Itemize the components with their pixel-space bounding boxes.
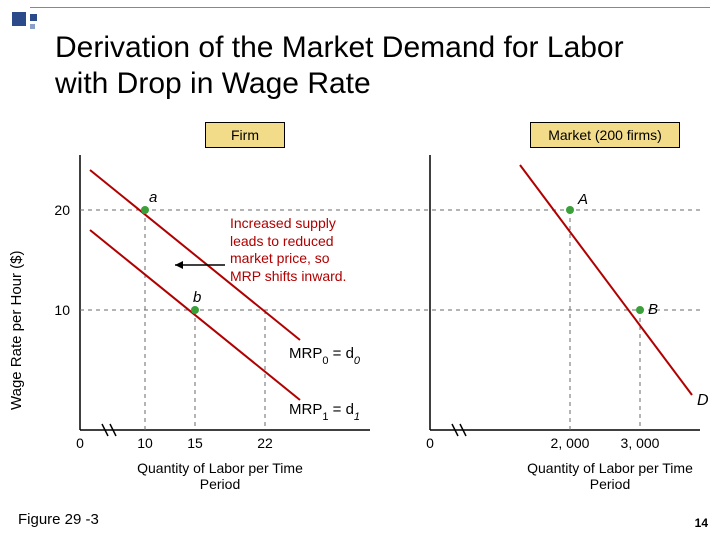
callout-line: market price, so xyxy=(230,250,346,268)
svg-text:MRP1 = d1: MRP1 = d1 xyxy=(289,401,360,423)
callout-line: MRP shifts inward. xyxy=(230,268,346,286)
svg-text:10: 10 xyxy=(54,302,70,318)
svg-text:0: 0 xyxy=(426,435,434,451)
callout-text: Increased supply leads to reduced market… xyxy=(230,215,346,285)
firm-x-caption: Quantity of Labor per Time Period xyxy=(120,460,320,492)
chart-canvas: 20 10 a b 0 10 15 22 MRP0 = d0 MRP1 = d1 Quantity … xyxy=(0,0,720,540)
figure-label: Figure 29 -3 xyxy=(18,511,99,528)
svg-text:10: 10 xyxy=(137,435,153,451)
svg-text:MRP0 = d0: MRP0 = d0 xyxy=(289,345,361,367)
svg-text:b: b xyxy=(193,289,201,306)
market-x-caption: Quantity of Labor per Time Period xyxy=(510,460,710,492)
svg-text:A: A xyxy=(577,191,588,208)
svg-text:3, 000: 3, 000 xyxy=(621,435,660,451)
callout-line: leads to reduced xyxy=(230,233,346,251)
svg-text:2, 000: 2, 000 xyxy=(551,435,590,451)
svg-text:B: B xyxy=(648,301,658,318)
svg-text:0: 0 xyxy=(76,435,84,451)
svg-text:15: 15 xyxy=(187,435,203,451)
callout-line: Increased supply xyxy=(230,215,346,233)
svg-text:22: 22 xyxy=(257,435,273,451)
svg-text:a: a xyxy=(149,189,157,206)
svg-text:D: D xyxy=(697,392,709,409)
svg-text:20: 20 xyxy=(54,202,70,218)
page-number: 14 xyxy=(695,516,708,530)
